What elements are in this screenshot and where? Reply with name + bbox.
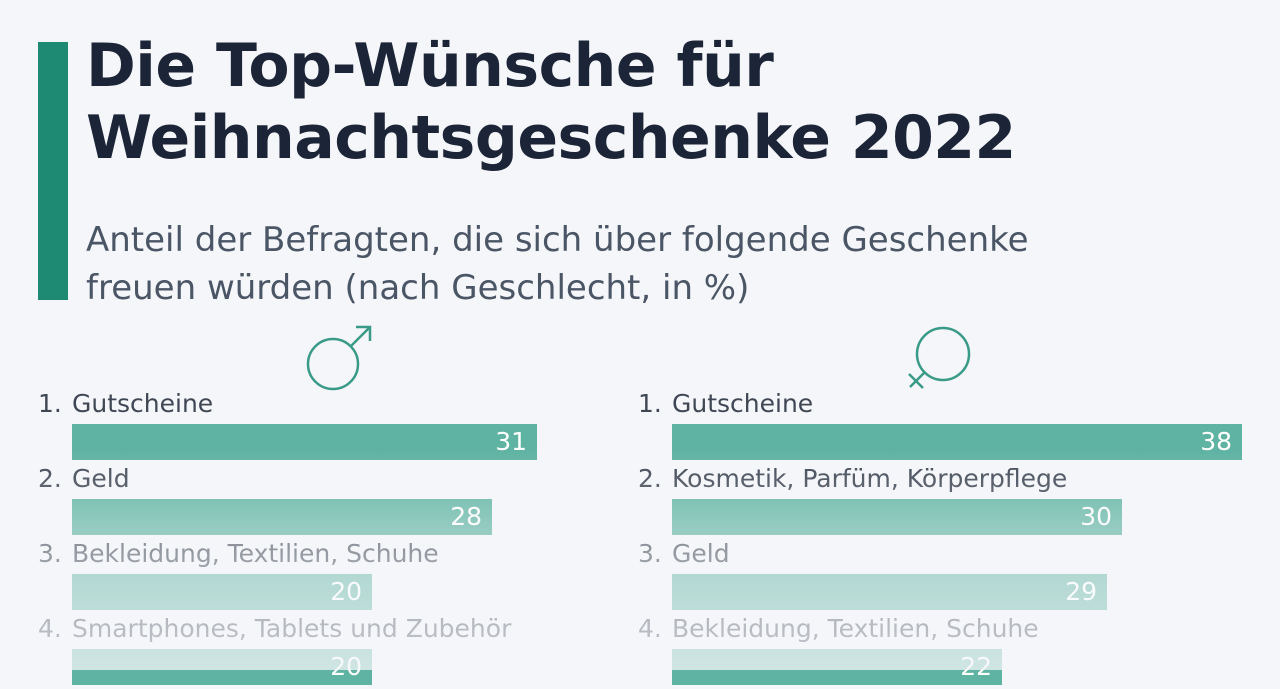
bar-value-label: 30 [1080,502,1112,531]
category-label: 3. Geld [638,538,730,570]
category-label: 1. Gutscheine [38,388,213,420]
male-symbol-icon [306,325,372,391]
chart-subtitle: Anteil der Befragten, die sich über folg… [86,216,1029,312]
bar-value-label: 20 [330,652,362,681]
accent-bar [38,42,68,300]
rank-label: 2. [638,464,662,493]
category-label: 2. Geld [38,463,130,495]
category-name: Bekleidung, Textilien, Schuhe [672,614,1039,643]
bar-value-label: 20 [330,577,362,606]
rank-label: 4. [638,614,662,643]
chart-subtitle-line-2: freuen würden (nach Geschlecht, in %) [86,268,750,308]
bar: 30 [672,499,1122,535]
category-name: Geld [672,539,730,568]
rank-label: 3. [38,539,62,568]
bar: 20 [72,649,372,685]
category-label: 2. Kosmetik, Parfüm, Körperpflege [638,463,1067,495]
category-name: Smartphones, Tablets und Zubehör [72,614,512,643]
category-name: Bekleidung, Textilien, Schuhe [72,539,439,568]
chart-male: 1. Gutscheine 31 2. Geld 28 3. Bekleidung, Text… [38,388,598,688]
female-symbol-icon [908,326,971,389]
bar-value-label: 31 [495,427,527,456]
rank-label: 1. [38,389,62,418]
category-label: 1. Gutscheine [638,388,813,420]
bar-value-label: 28 [450,502,482,531]
category-label: 3. Bekleidung, Textilien, Schuhe [38,538,439,570]
bar: 38 [672,424,1242,460]
bar: 28 [72,499,492,535]
chart-title: Die Top-Wünsche für Weihnachtsgeschenke … [86,30,1016,174]
category-name: Kosmetik, Parfüm, Körperpflege [672,464,1068,493]
category-name: Geld [72,464,130,493]
category-name: Gutscheine [72,389,214,418]
bar: 20 [72,574,372,610]
bar-value-label: 29 [1065,577,1097,606]
category-label: 4. Smartphones, Tablets und Zubehör [38,613,511,645]
rank-label: 4. [38,614,62,643]
rank-label: 3. [638,539,662,568]
category-name: Gutscheine [672,389,814,418]
bar: 31 [72,424,537,460]
bar: 29 [672,574,1107,610]
chart-subtitle-line-1: Anteil der Befragten, die sich über folg… [86,220,1029,260]
category-label: 4. Bekleidung, Textilien, Schuhe [638,613,1039,645]
chart-title-line-2: Weihnachtsgeschenke 2022 [86,103,1016,173]
bar-value-label: 38 [1200,427,1232,456]
rank-label: 1. [638,389,662,418]
bar: 22 [672,649,1002,685]
chart-female: 1. Gutscheine 38 2. Kosmetik, Parfüm, Körper… [638,388,1258,688]
chart-title-line-1: Die Top-Wünsche für [86,31,774,101]
rank-label: 2. [38,464,62,493]
bar-value-label: 22 [960,652,992,681]
